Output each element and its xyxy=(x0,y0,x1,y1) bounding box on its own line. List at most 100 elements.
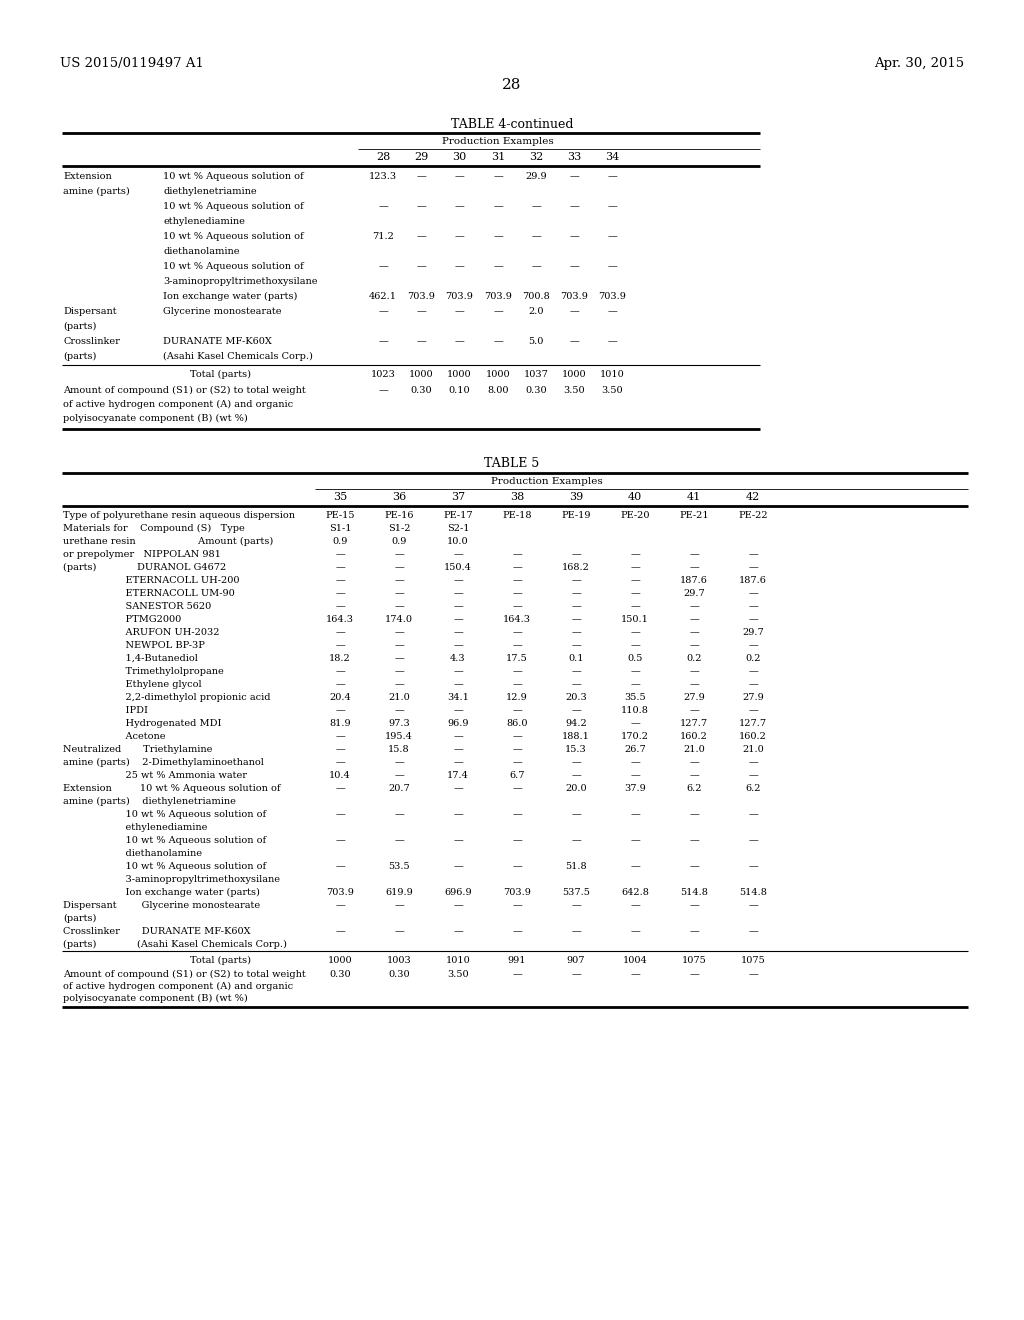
Text: —: — xyxy=(512,680,522,689)
Text: 703.9: 703.9 xyxy=(503,888,530,898)
Text: —: — xyxy=(335,733,345,741)
Text: 1010: 1010 xyxy=(600,370,625,379)
Text: 20.4: 20.4 xyxy=(329,693,351,702)
Text: —: — xyxy=(335,810,345,818)
Text: 29.7: 29.7 xyxy=(742,628,764,638)
Text: 10 wt % Aqueous solution of: 10 wt % Aqueous solution of xyxy=(63,810,266,818)
Text: 35: 35 xyxy=(333,492,347,502)
Text: —: — xyxy=(454,744,463,754)
Text: amine (parts): amine (parts) xyxy=(63,187,130,197)
Text: —: — xyxy=(571,576,581,585)
Text: ETERNACOLL UM-90: ETERNACOLL UM-90 xyxy=(63,589,234,598)
Text: —: — xyxy=(512,784,522,793)
Text: 34: 34 xyxy=(605,152,620,162)
Text: 21.0: 21.0 xyxy=(742,744,764,754)
Text: 3.50: 3.50 xyxy=(601,385,623,395)
Text: —: — xyxy=(630,642,640,649)
Text: 35.5: 35.5 xyxy=(625,693,646,702)
Text: 514.8: 514.8 xyxy=(739,888,767,898)
Text: 160.2: 160.2 xyxy=(739,733,767,741)
Text: 0.2: 0.2 xyxy=(745,653,761,663)
Text: —: — xyxy=(569,172,579,181)
Text: Glycerine monostearate: Glycerine monostearate xyxy=(163,308,282,315)
Text: Ion exchange water (parts): Ion exchange water (parts) xyxy=(63,888,260,898)
Text: 42: 42 xyxy=(745,492,760,502)
Text: —: — xyxy=(454,232,464,242)
Text: —: — xyxy=(394,902,403,909)
Text: (parts)             DURANOL G4672: (parts) DURANOL G4672 xyxy=(63,564,226,572)
Text: 168.2: 168.2 xyxy=(562,564,590,572)
Text: Production Examples: Production Examples xyxy=(441,137,553,147)
Text: —: — xyxy=(749,810,758,818)
Text: —: — xyxy=(607,172,616,181)
Text: 0.9: 0.9 xyxy=(333,537,348,546)
Text: —: — xyxy=(378,385,388,395)
Text: or prepolymer   NIPPOLAN 981: or prepolymer NIPPOLAN 981 xyxy=(63,550,221,558)
Text: 32: 32 xyxy=(528,152,543,162)
Text: —: — xyxy=(689,680,698,689)
Text: 703.9: 703.9 xyxy=(408,292,435,301)
Text: (parts): (parts) xyxy=(63,322,96,331)
Text: (parts)             (Asahi Kasel Chemicals Corp.): (parts) (Asahi Kasel Chemicals Corp.) xyxy=(63,940,287,949)
Text: 703.9: 703.9 xyxy=(326,888,354,898)
Text: 71.2: 71.2 xyxy=(372,232,394,242)
Text: —: — xyxy=(512,810,522,818)
Text: —: — xyxy=(571,836,581,845)
Text: —: — xyxy=(335,927,345,936)
Text: —: — xyxy=(630,810,640,818)
Text: 187.6: 187.6 xyxy=(739,576,767,585)
Text: —: — xyxy=(571,706,581,715)
Text: of active hydrogen component (A) and organic: of active hydrogen component (A) and org… xyxy=(63,982,293,991)
Text: —: — xyxy=(454,733,463,741)
Text: 15.8: 15.8 xyxy=(388,744,410,754)
Text: of active hydrogen component (A) and organic: of active hydrogen component (A) and org… xyxy=(63,400,293,409)
Text: 18.2: 18.2 xyxy=(329,653,351,663)
Text: 33: 33 xyxy=(567,152,582,162)
Text: —: — xyxy=(512,927,522,936)
Text: —: — xyxy=(335,744,345,754)
Text: —: — xyxy=(630,771,640,780)
Text: 20.7: 20.7 xyxy=(388,784,410,793)
Text: 0.1: 0.1 xyxy=(568,653,584,663)
Text: —: — xyxy=(394,771,403,780)
Text: ethylenediamine: ethylenediamine xyxy=(63,822,208,832)
Text: 10 wt % Aqueous solution of: 10 wt % Aqueous solution of xyxy=(163,232,304,242)
Text: —: — xyxy=(689,902,698,909)
Text: 29: 29 xyxy=(414,152,428,162)
Text: 1000: 1000 xyxy=(562,370,587,379)
Text: —: — xyxy=(512,744,522,754)
Text: —: — xyxy=(394,667,403,676)
Text: —: — xyxy=(607,337,616,346)
Text: —: — xyxy=(335,836,345,845)
Text: —: — xyxy=(749,902,758,909)
Text: 991: 991 xyxy=(508,956,526,965)
Text: 5.0: 5.0 xyxy=(528,337,544,346)
Text: 38: 38 xyxy=(510,492,524,502)
Text: Crosslinker       DURANATE MF-K60X: Crosslinker DURANATE MF-K60X xyxy=(63,927,251,936)
Text: —: — xyxy=(454,836,463,845)
Text: —: — xyxy=(531,261,541,271)
Text: PE-15: PE-15 xyxy=(326,511,354,520)
Text: —: — xyxy=(394,927,403,936)
Text: —: — xyxy=(378,308,388,315)
Text: —: — xyxy=(571,902,581,909)
Text: —: — xyxy=(749,642,758,649)
Text: —: — xyxy=(454,862,463,871)
Text: —: — xyxy=(749,602,758,611)
Text: PE-21: PE-21 xyxy=(679,511,709,520)
Text: —: — xyxy=(454,628,463,638)
Text: 187.6: 187.6 xyxy=(680,576,708,585)
Text: (parts): (parts) xyxy=(63,352,96,362)
Text: 3.50: 3.50 xyxy=(447,970,469,979)
Text: —: — xyxy=(630,970,640,979)
Text: —: — xyxy=(416,232,426,242)
Text: —: — xyxy=(512,706,522,715)
Text: ARUFON UH-2032: ARUFON UH-2032 xyxy=(63,628,219,638)
Text: —: — xyxy=(335,642,345,649)
Text: —: — xyxy=(454,550,463,558)
Text: —: — xyxy=(454,667,463,676)
Text: —: — xyxy=(494,202,503,211)
Text: 10 wt % Aqueous solution of: 10 wt % Aqueous solution of xyxy=(163,261,304,271)
Text: Dispersant: Dispersant xyxy=(63,308,117,315)
Text: 642.8: 642.8 xyxy=(622,888,649,898)
